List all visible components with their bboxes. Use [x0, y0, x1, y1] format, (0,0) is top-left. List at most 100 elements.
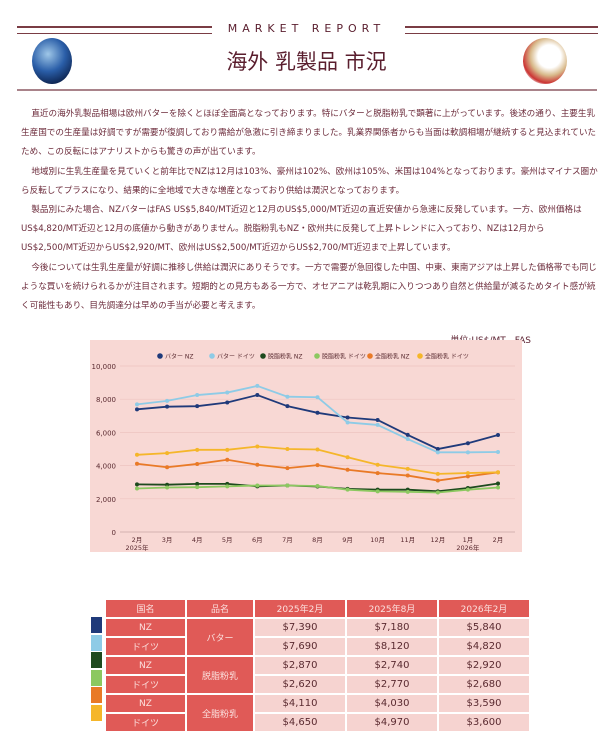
price-cell: $5,840 [439, 619, 529, 636]
data-point [225, 484, 230, 489]
y-tick-label: 4,000 [96, 463, 116, 471]
x-tick-label: 8月 [312, 536, 323, 544]
data-point [135, 482, 139, 487]
data-point [435, 478, 440, 483]
data-point [345, 420, 350, 425]
series-color-swatch [91, 634, 102, 651]
series-line [135, 383, 500, 455]
data-point [375, 462, 380, 467]
data-point [345, 455, 350, 460]
page-title: 海外 乳製品 市況 [226, 50, 387, 74]
data-point [255, 462, 260, 467]
data-point [225, 457, 230, 462]
data-point [435, 447, 440, 451]
x-tick-label: 4月 [192, 536, 203, 544]
paragraph: 今後については生乳生産量が好調に推移し供給は潤沢にありそうです。一方で需要が急回… [21, 262, 597, 312]
data-point [435, 450, 440, 455]
series-line [135, 457, 500, 483]
col-header: 2026年2月 [439, 600, 529, 617]
price-cell: $7,180 [347, 619, 437, 636]
table-row: ドイツ $4,650 $4,970 $3,600 [106, 714, 529, 731]
x-tick-label: 1月 2026年 [456, 536, 480, 552]
report-body: 直近の海外乳製品相場は欧州バターを除くとほぼ全面高となっております。特にバターと… [21, 105, 601, 316]
product-cell: 全脂粉乳 [187, 695, 253, 731]
data-point [465, 487, 470, 492]
country-cell: NZ [106, 695, 185, 712]
x-tick-label: 2月 [493, 536, 504, 544]
data-point [195, 485, 200, 490]
data-point [465, 441, 470, 446]
yogurt-bowl-icon [523, 38, 567, 84]
data-point [165, 451, 170, 456]
report-kicker: MARKET REPORT [227, 22, 386, 35]
x-tick-label: 3月 [162, 536, 173, 544]
data-point [405, 432, 410, 437]
y-tick-label: 0 [112, 529, 116, 537]
data-point [255, 383, 260, 388]
price-cell: $8,120 [347, 638, 437, 655]
country-cell: NZ [106, 657, 185, 674]
x-tick-label: 12月 [430, 536, 445, 544]
data-point [315, 447, 320, 452]
data-point [195, 404, 200, 409]
header-rule-right [405, 26, 598, 34]
legend-label: 全脂粉乳 NZ [375, 353, 410, 361]
data-point [195, 481, 200, 486]
data-point [285, 466, 290, 471]
data-point [135, 402, 139, 407]
data-point [255, 393, 260, 398]
y-tick-label: 6,000 [96, 429, 116, 437]
x-tick-label: 2月 2025年 [125, 536, 149, 552]
data-point [345, 487, 350, 492]
data-point [315, 484, 320, 489]
series-color-swatch [91, 687, 102, 704]
price-cell: $2,770 [347, 676, 437, 693]
col-header: 国名 [106, 600, 185, 617]
col-header: 2025年8月 [347, 600, 437, 617]
paragraph: 地域別に生乳生産量を見ていくと前年比でNZは12月は103%、豪州は102%、欧… [21, 166, 598, 196]
price-cell: $4,110 [255, 695, 345, 712]
data-point [375, 471, 380, 476]
data-point [375, 422, 380, 427]
y-tick-label: 2,000 [96, 496, 116, 504]
y-tick-label: 10,000 [92, 363, 117, 371]
data-point [496, 485, 500, 490]
price-cell: $2,920 [439, 657, 529, 674]
x-tick-label: 6月 [252, 536, 263, 544]
series-color-swatch [91, 669, 102, 686]
data-point [375, 489, 380, 494]
paragraph: 直近の海外乳製品相場は欧州バターを除くとほぼ全面高となっております。特にバターと… [21, 109, 597, 158]
y-tick-label: 8,000 [96, 396, 116, 404]
price-cell: $2,740 [347, 657, 437, 674]
country-cell: ドイツ [106, 638, 185, 655]
data-point [135, 452, 139, 457]
data-point [465, 450, 470, 455]
data-point [315, 395, 320, 400]
header-rule-left [17, 26, 212, 34]
data-point [405, 466, 410, 471]
legend-label: バター NZ [165, 353, 194, 361]
data-point [165, 398, 170, 403]
data-point [405, 437, 410, 442]
data-point [345, 415, 350, 420]
data-point [165, 465, 170, 470]
price-line-chart: 10,000 8,000 6,000 4,000 2,000 0 2月 2025年 3月 4月 5月… [90, 340, 522, 552]
price-cell: $4,650 [255, 714, 345, 731]
series-line [135, 483, 500, 495]
price-cell: $4,970 [347, 714, 437, 731]
data-point [195, 461, 200, 466]
country-cell: ドイツ [106, 676, 185, 693]
col-header: 2025年2月 [255, 600, 345, 617]
x-tick-label: 5月 [222, 536, 233, 544]
data-point [195, 393, 200, 398]
data-point [315, 410, 320, 415]
country-cell: NZ [106, 619, 185, 636]
legend-marker [314, 353, 320, 359]
data-point [165, 485, 170, 490]
price-cell: $4,030 [347, 695, 437, 712]
data-point [375, 417, 380, 422]
paragraph: 製品別にみた場合、NZバターはFAS US$5,840/MT近辺と12月のUS$… [21, 205, 582, 254]
product-cell: 脱脂粉乳 [187, 657, 253, 693]
data-point [285, 447, 290, 451]
data-point [435, 490, 440, 495]
